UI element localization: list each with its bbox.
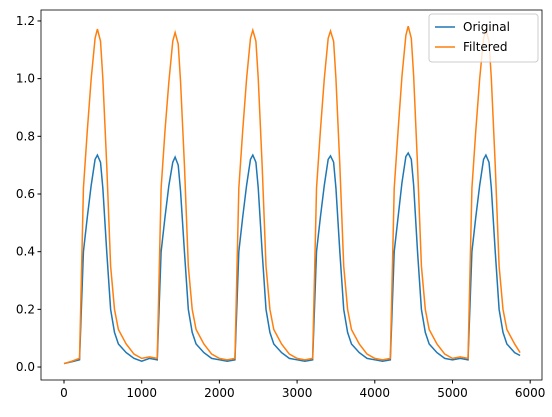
series-line xyxy=(63,25,521,365)
x-tick-label: 6000 xyxy=(515,386,546,400)
x-tick-label: 0 xyxy=(60,386,68,400)
y-tick-label: 1.0 xyxy=(16,72,35,86)
y-tick-label: 0.6 xyxy=(16,187,35,201)
plot-frame xyxy=(40,9,543,381)
x-tick-label: 2000 xyxy=(204,386,235,400)
legend-label: Original xyxy=(463,20,510,34)
legend-label: Filtered xyxy=(463,40,507,54)
y-tick-label: 0.4 xyxy=(16,245,35,259)
y-tick-label: 0.0 xyxy=(16,360,35,374)
y-tick-label: 1.2 xyxy=(16,14,35,28)
x-tick-label: 1000 xyxy=(126,386,157,400)
y-tick-label: 0.8 xyxy=(16,129,35,143)
x-tick-label: 5000 xyxy=(437,386,468,400)
x-tick-label: 4000 xyxy=(360,386,391,400)
x-tick-label: 3000 xyxy=(282,386,313,400)
series-line xyxy=(63,151,521,365)
legend-box xyxy=(428,13,539,63)
y-tick-label: 0.2 xyxy=(16,302,35,316)
